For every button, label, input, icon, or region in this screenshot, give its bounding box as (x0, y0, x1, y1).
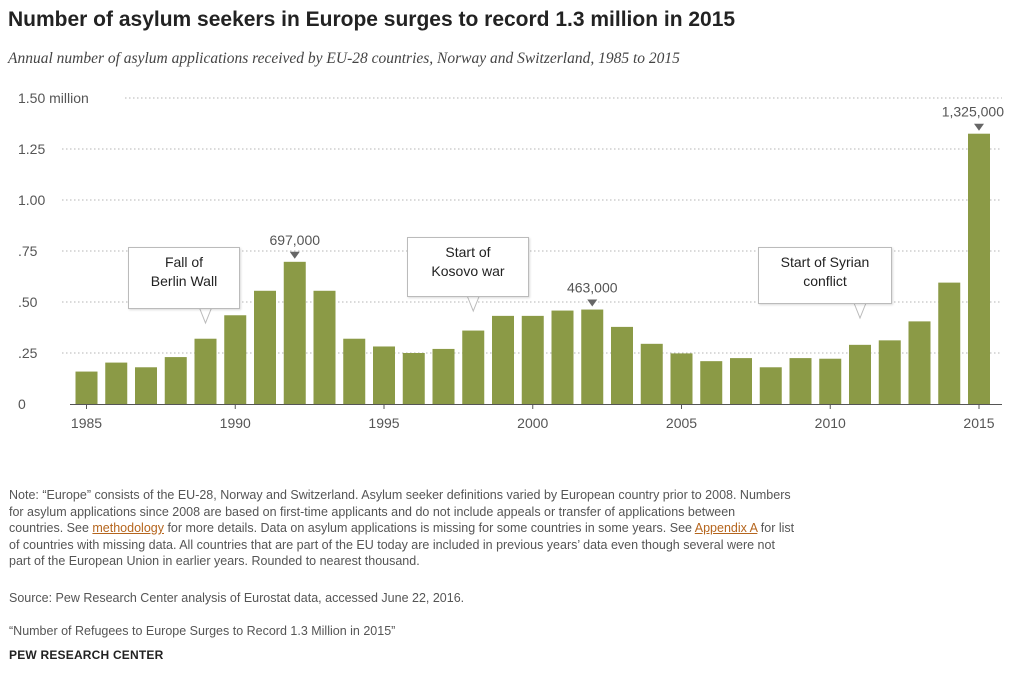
citation-line: “Number of Refugees to Europe Surges to … (9, 624, 396, 638)
methodology-link[interactable]: methodology (92, 521, 164, 536)
y-tick-label: 0 (18, 396, 26, 412)
x-tick-label: 1985 (71, 415, 102, 431)
peak-value-label: 1,325,000 (942, 104, 1004, 120)
brand-logo-text: PEW RESEARCH CENTER (9, 648, 164, 662)
callout-text: Fall of (164, 254, 204, 270)
callout-pointer (199, 307, 212, 325)
y-tick-label: .50 (18, 294, 38, 310)
callout-pointer (466, 295, 480, 313)
note-line-2: for asylum applications since 2008 are b… (9, 504, 736, 519)
chart-title: Number of asylum seekers in Europe surge… (8, 8, 736, 31)
bar (551, 310, 574, 404)
chart-subtitle: Annual number of asylum applications rec… (8, 50, 680, 67)
y-tick-label: .25 (18, 345, 38, 361)
callout-1989: Fall of Berlin Wall (128, 247, 240, 309)
y-tick-label: 1.50 million (18, 90, 89, 106)
bar (164, 357, 187, 404)
callout-pointer (853, 302, 867, 320)
bar (254, 290, 276, 404)
bar (908, 321, 931, 404)
bar (819, 358, 842, 404)
bar (75, 371, 98, 404)
x-tick-label: 2005 (666, 415, 697, 431)
bar (759, 367, 782, 404)
y-axis-ticks: 1.50 million 1.25 1.00 .75 .50 .25 0 (18, 90, 89, 412)
bar (432, 348, 455, 404)
x-tick-label: 2010 (815, 415, 846, 431)
bar (670, 353, 693, 404)
y-tick-label: 1.25 (18, 141, 45, 157)
peak-value-label: 697,000 (269, 232, 320, 248)
peak-value-label: 463,000 (567, 280, 618, 296)
bar (402, 353, 425, 404)
bar (581, 309, 604, 404)
bar (849, 344, 871, 404)
callout-text: Start of (445, 244, 491, 260)
note-line-5: part of the European Union in earlier ye… (9, 554, 420, 569)
x-tick-label: 2015 (963, 415, 994, 431)
bar (878, 340, 901, 404)
callout-2011: Start of Syrian conflict (758, 247, 892, 304)
callout-1998: Start of Kosovo war (407, 237, 529, 297)
callout-text: Kosovo war (431, 263, 505, 279)
note-line-1: Note: “Europe” consists of the EU-28, No… (9, 488, 791, 502)
bar (730, 358, 752, 404)
note-line-3-mid: for more details. Data on asylum applica… (163, 521, 695, 536)
x-tick-label: 2000 (517, 415, 548, 431)
note-line-4: of countries with missing data. All coun… (9, 537, 775, 552)
peak-marker-icon (974, 123, 984, 131)
chart-note: Note: “Europe” consists of the EU-28, No… (9, 487, 1013, 570)
appendix-a-link[interactable]: Appendix A (694, 521, 758, 536)
note-line-3-start: countries. See (9, 521, 93, 536)
x-tick-label: 1990 (220, 415, 251, 431)
bar (789, 358, 812, 404)
bar (462, 330, 485, 404)
bar (640, 343, 663, 404)
peak-labels: 697,000 463,000 1,325,000 (269, 104, 1004, 307)
bar (313, 290, 336, 404)
bar (373, 346, 395, 404)
bar (521, 315, 544, 404)
source-line: Source: Pew Research Center analysis of … (9, 591, 465, 605)
bar (224, 315, 247, 404)
x-tick-label: 1995 (368, 415, 399, 431)
bar (938, 282, 961, 404)
bar (611, 326, 633, 404)
note-line-3-end: for list (757, 521, 795, 536)
bar (968, 133, 990, 404)
callout-text: conflict (803, 273, 847, 289)
bar (343, 338, 366, 404)
callout-text: Start of Syrian (780, 254, 870, 270)
bar (700, 361, 723, 404)
bar (492, 315, 514, 404)
bar (105, 362, 128, 404)
bar (283, 261, 306, 404)
x-axis-ticks: 1985 1990 1995 2000 2005 2010 2015 (71, 404, 995, 431)
note-line-3: countries. See methodology for more deta… (9, 520, 1013, 537)
bars (75, 133, 990, 404)
peak-marker-icon (587, 299, 598, 307)
callout-text: Berlin Wall (150, 273, 218, 289)
peak-marker-icon (289, 251, 300, 259)
y-tick-label: 1.00 (18, 192, 45, 208)
bar (194, 338, 217, 404)
bar (135, 367, 157, 404)
y-tick-label: .75 (18, 243, 38, 259)
